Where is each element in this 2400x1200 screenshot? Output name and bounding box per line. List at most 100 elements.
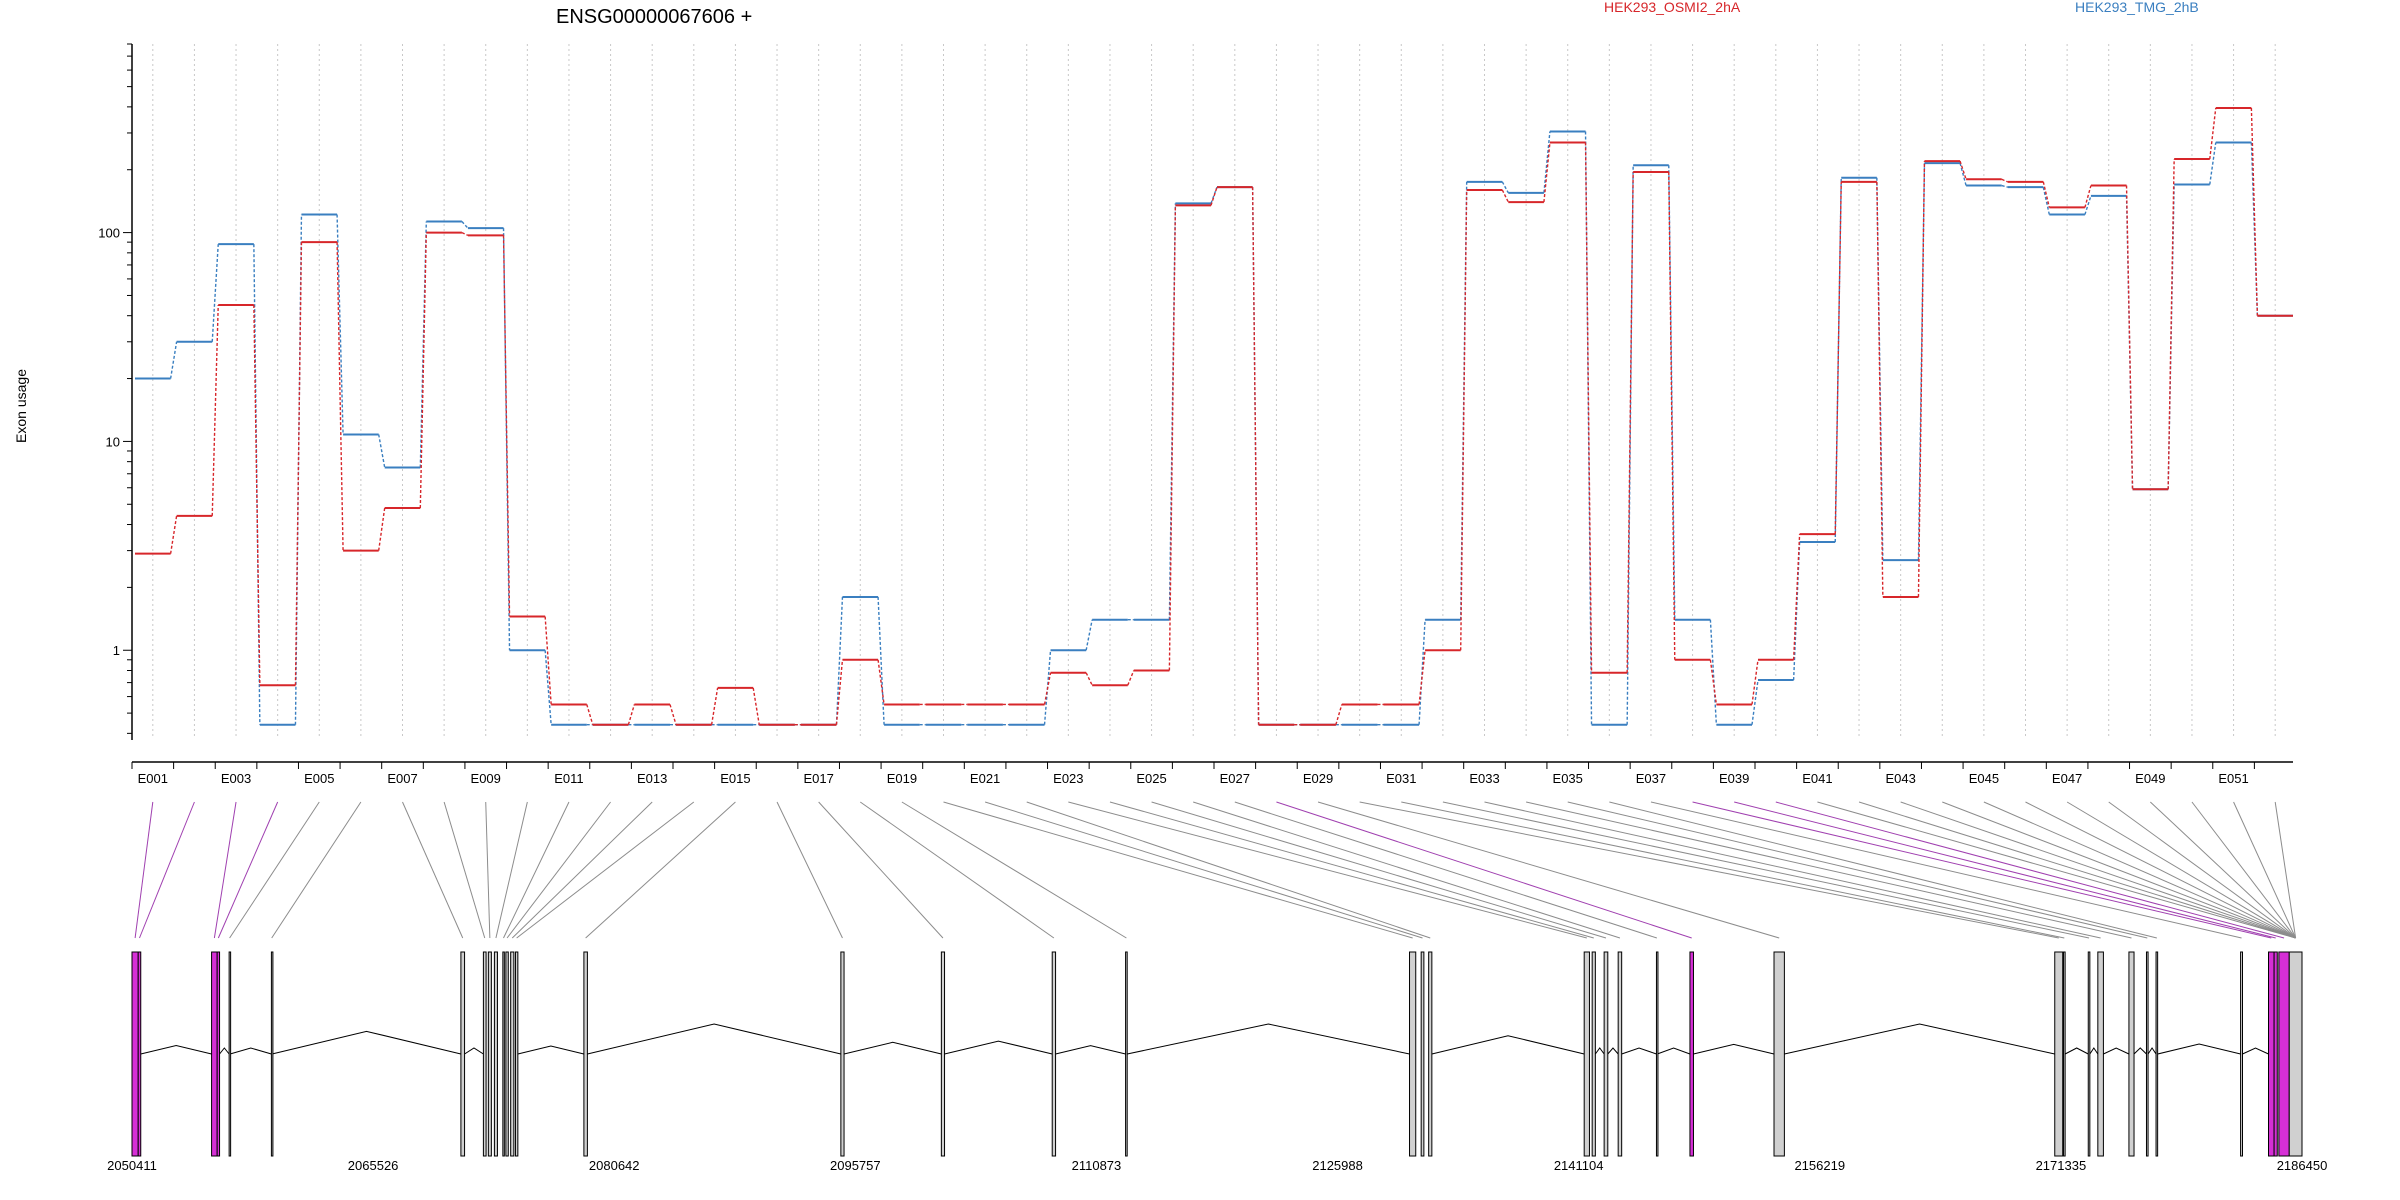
gene-exon xyxy=(940,951,946,1157)
intron-line xyxy=(1657,1047,1691,1055)
series-connector xyxy=(1501,181,1509,194)
exon-connector xyxy=(2274,801,2297,939)
exon-tick-label: E045 xyxy=(1969,771,1999,786)
series-connector xyxy=(1459,181,1468,620)
series-connector xyxy=(877,659,885,705)
intron-line xyxy=(2242,1047,2269,1055)
exon-tick-label: E003 xyxy=(221,771,251,786)
intron-line xyxy=(2147,1047,2157,1055)
exon-connector xyxy=(1775,801,2285,939)
genomic-coordinate-label: 2050411 xyxy=(107,1158,157,1173)
intron-line xyxy=(517,1045,585,1055)
gene-exon xyxy=(2054,951,2064,1157)
intron-line xyxy=(140,1044,212,1055)
intron-line xyxy=(2157,1043,2241,1055)
exon-tick-label: E019 xyxy=(887,771,917,786)
exon-tick-label: E029 xyxy=(1303,771,1333,786)
exon-connector xyxy=(1858,801,2296,939)
genomic-coordinate-label: 2125988 xyxy=(1312,1158,1363,1173)
series-connector xyxy=(211,304,219,516)
series-connector xyxy=(1626,165,1634,725)
series-connector xyxy=(1335,704,1343,725)
exon-tick-label: E021 xyxy=(970,771,1000,786)
series-connector xyxy=(253,304,261,686)
gene-exon xyxy=(1655,951,1659,1157)
exon-connector xyxy=(2191,801,2297,939)
intron-line xyxy=(944,1040,1053,1055)
gene-exon xyxy=(1591,951,1596,1157)
gene-exon xyxy=(2063,951,2066,1157)
gene-exon xyxy=(2268,951,2275,1157)
exon-connector xyxy=(2150,801,2296,939)
intron-line xyxy=(1431,1035,1585,1055)
gene-exon xyxy=(1583,951,1590,1157)
exon-connector xyxy=(516,801,695,939)
series-connector xyxy=(2167,159,2175,490)
series-connector xyxy=(2042,181,2050,208)
exon-connector xyxy=(443,801,486,939)
series-connector xyxy=(1834,181,1842,535)
intron-line xyxy=(1784,1023,2055,1055)
series-connector xyxy=(211,244,219,342)
series-connector xyxy=(877,596,885,725)
exon-connector xyxy=(1401,801,2065,939)
exon-tick-label: E025 xyxy=(1136,771,1166,786)
exon-connector xyxy=(901,801,1127,939)
exon-connector xyxy=(1109,801,1594,939)
exon-tick-label: E047 xyxy=(2052,771,2082,786)
series-connector xyxy=(1959,160,1967,180)
exon-tick-label: E013 xyxy=(637,771,667,786)
series-connector xyxy=(1501,189,1509,203)
gene-exon xyxy=(1428,951,1433,1157)
series-connector xyxy=(1917,161,1926,597)
series-connector xyxy=(1959,162,1967,186)
exon-connector xyxy=(229,801,320,939)
exon-connector xyxy=(511,801,653,939)
intron-line xyxy=(1594,1047,1605,1055)
exon-connector xyxy=(1567,801,2148,939)
gene-exon xyxy=(1409,951,1417,1157)
exon-connector xyxy=(2025,801,2296,939)
series-connector xyxy=(1418,650,1426,705)
intron-line xyxy=(1127,1023,1410,1055)
exon-connector xyxy=(1317,801,1780,939)
y-tick-label: 100 xyxy=(98,226,120,241)
series-connector xyxy=(1792,541,1801,681)
gene-exon xyxy=(1051,951,1057,1157)
exon-connector xyxy=(1817,801,2296,939)
exon-tick-label: E015 xyxy=(720,771,750,786)
gene-exon xyxy=(583,951,588,1157)
series-connector xyxy=(294,242,303,686)
series-connector xyxy=(1626,172,1634,673)
series-connector xyxy=(1210,186,1218,206)
exon-connector xyxy=(1026,801,1431,939)
exon-connector xyxy=(943,801,1413,939)
series-connector xyxy=(336,214,344,435)
intron-line xyxy=(2133,1047,2147,1055)
gene-exon xyxy=(2155,951,2159,1157)
gene-exon xyxy=(2145,951,2149,1157)
gene-exon xyxy=(2128,951,2135,1157)
exon-connector xyxy=(859,801,1055,939)
exon-tick-label: E041 xyxy=(1802,771,1832,786)
exon-axis: E001 E003 E005 E007 E009 E011 E013 E015 E017 E019… xyxy=(131,761,2293,786)
genomic-axis: 2050411 2065526 2080642 2095757 2110873 21259… xyxy=(107,1158,2327,1173)
series-connector xyxy=(253,244,261,725)
exon-connector xyxy=(1692,801,2272,939)
series-connector xyxy=(1085,672,1093,686)
series-connector xyxy=(2209,142,2217,185)
series-connector xyxy=(1459,189,1468,651)
legend-label-osmi2: HEK293_OSMI2_2hA xyxy=(1604,0,1741,15)
intron-line xyxy=(843,1041,942,1055)
series-connector xyxy=(544,650,552,725)
y-tick-label: 1 xyxy=(113,643,120,658)
series-connector xyxy=(835,596,844,725)
gene-exon xyxy=(270,951,274,1157)
gene-exon xyxy=(460,951,466,1157)
exon-tick-label: E017 xyxy=(803,771,833,786)
legend-label-tmg: HEK293_TMG_2hB xyxy=(2075,0,2199,15)
series-connector xyxy=(1210,186,1218,204)
series-connector xyxy=(1543,131,1551,193)
series-osmi2 xyxy=(135,107,2293,726)
exon-tick-label: E007 xyxy=(387,771,417,786)
